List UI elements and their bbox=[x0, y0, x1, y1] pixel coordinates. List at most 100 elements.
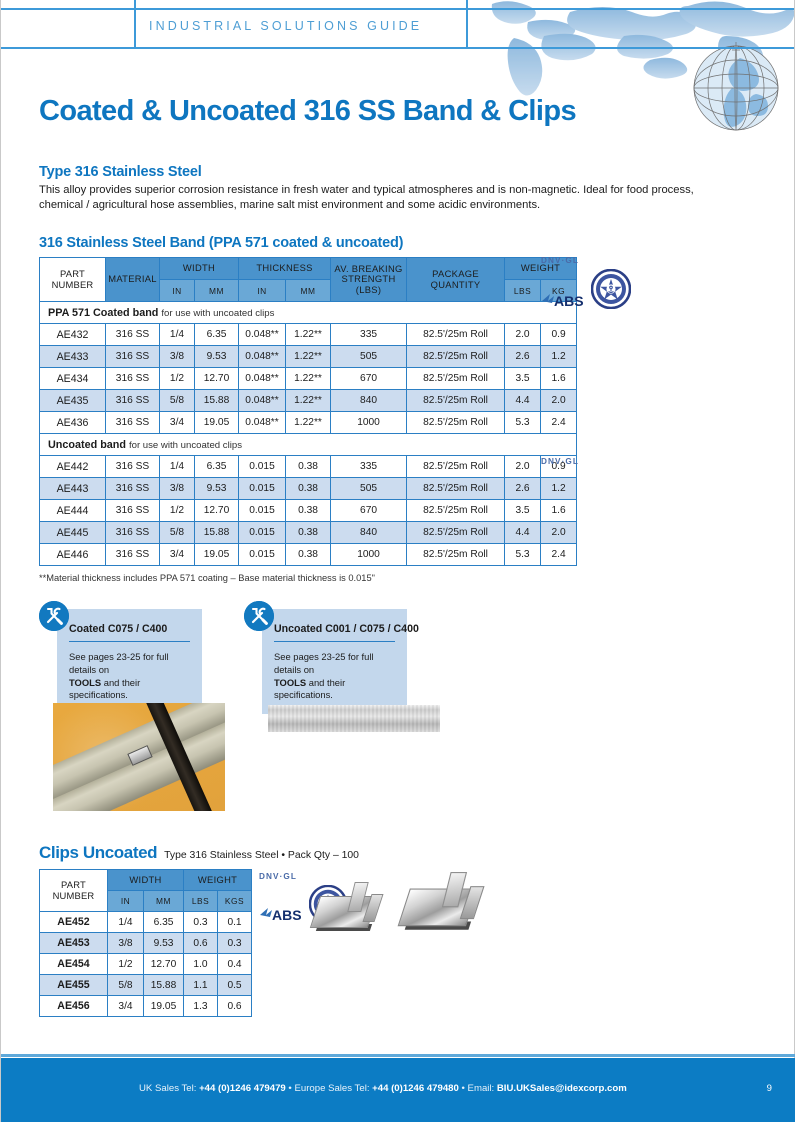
table-row: AE442 316 SS 1/4 6.35 0.015 0.38 335 82.5'/25m … bbox=[39, 455, 578, 479]
cell-width-in: 5/8 bbox=[159, 389, 195, 413]
cell-width-in: 3/8 bbox=[159, 477, 195, 501]
table-row: AE456 3/4 19.05 1.3 0.6 bbox=[39, 995, 253, 1017]
cell-material: 316 SS bbox=[105, 411, 160, 435]
cell-part: AE436 bbox=[39, 411, 106, 435]
cell-material: 316 SS bbox=[105, 477, 160, 501]
table-row: AE443 316 SS 3/8 9.53 0.015 0.38 505 82.5'/25m … bbox=[39, 477, 578, 501]
footer-uk-number[interactable]: +44 (0)1246 479479 bbox=[199, 1083, 286, 1094]
clips-cell-lbs: 0.3 bbox=[183, 911, 219, 933]
clips-cell-lbs: 1.3 bbox=[183, 995, 219, 1017]
cell-width-mm: 19.05 bbox=[193, 411, 240, 435]
cell-breaking: 670 bbox=[330, 499, 408, 523]
cell-thick-mm: 0.38 bbox=[285, 521, 332, 545]
footer-email[interactable]: BIU.UKSales@idexcorp.com bbox=[496, 1083, 627, 1094]
certification-group-uncoated: DNV·GL bbox=[541, 457, 579, 466]
cell-part: AE433 bbox=[39, 345, 106, 369]
clips-col-mm: MM bbox=[142, 890, 185, 912]
col-package-quantity: PACKAGE QUANTITY bbox=[406, 257, 506, 303]
table-row: AE433 316 SS 3/8 9.53 0.048** 1.22** 505 82.5'/… bbox=[39, 345, 578, 369]
cell-kg: 2.0 bbox=[540, 521, 578, 545]
table-row: AE455 5/8 15.88 1.1 0.5 bbox=[39, 974, 253, 996]
cell-part: AE446 bbox=[39, 543, 106, 567]
col-av-breaking-strength: AV. BREAKING STRENGTH (LBS) bbox=[330, 257, 408, 303]
group-label-rest: for use with uncoated clips bbox=[128, 439, 242, 451]
clips-specification-table: PART NUMBER WIDTH WEIGHT IN MM LBS KGS A… bbox=[39, 869, 253, 1017]
tools-icon-2 bbox=[244, 601, 274, 632]
globe-icon bbox=[693, 42, 779, 131]
cell-kg: 2.4 bbox=[540, 543, 578, 567]
certification-seal-icon bbox=[591, 268, 632, 310]
cell-part: AE445 bbox=[39, 521, 106, 545]
clips-col-part-number: PART NUMBER bbox=[39, 869, 108, 912]
col-weight-lbs: LBS bbox=[504, 279, 542, 303]
uncoated-band-photo bbox=[268, 705, 440, 732]
cell-thick-in: 0.015 bbox=[238, 543, 287, 567]
col-part-number: PART NUMBER bbox=[39, 257, 106, 303]
footer-eu-number[interactable]: +44 (0)1246 479480 bbox=[372, 1083, 459, 1094]
clips-cell-width-in: 5/8 bbox=[107, 974, 144, 996]
cell-breaking: 1000 bbox=[330, 543, 408, 567]
cell-width-mm: 6.35 bbox=[193, 455, 240, 479]
col-thickness-in: IN bbox=[238, 279, 287, 303]
cell-material: 316 SS bbox=[105, 499, 160, 523]
group-label-bold: PPA 571 Coated band bbox=[48, 306, 159, 319]
callout-uncoated: Uncoated C001 / C075 / C400 See pages 23… bbox=[244, 601, 419, 714]
clips-cell-width-in: 3/8 bbox=[107, 932, 144, 954]
guide-title: INDUSTRIAL SOLUTIONS GUIDE bbox=[149, 19, 423, 33]
cell-package: 82.5'/25m Roll bbox=[406, 543, 506, 567]
table-row: AE436 316 SS 3/4 19.05 0.048** 1.22** 1000 82.5… bbox=[39, 411, 578, 435]
header-rule-bottom bbox=[1, 47, 794, 49]
cell-kg: 1.6 bbox=[540, 367, 578, 391]
cell-width-mm: 9.53 bbox=[193, 477, 240, 501]
clips-cell-kgs: 0.6 bbox=[217, 995, 253, 1017]
clips-col-in: IN bbox=[107, 890, 144, 912]
cell-thick-mm: 1.22** bbox=[285, 389, 332, 413]
cell-thick-in: 0.048** bbox=[238, 411, 287, 435]
page-number: 9 bbox=[766, 1083, 772, 1094]
cell-thick-mm: 0.38 bbox=[285, 477, 332, 501]
page-title: Coated & Uncoated 316 SS Band & Clips bbox=[39, 95, 577, 127]
clips-cell-width-mm: 12.70 bbox=[142, 953, 185, 975]
cell-part: AE434 bbox=[39, 367, 106, 391]
cell-package: 82.5'/25m Roll bbox=[406, 345, 506, 369]
cell-lbs: 5.3 bbox=[504, 543, 542, 567]
coated-band-photo bbox=[53, 703, 225, 811]
cell-width-in: 1/4 bbox=[159, 455, 195, 479]
cell-thick-in: 0.015 bbox=[238, 477, 287, 501]
tools-icon bbox=[39, 601, 69, 632]
table-group-header: PPA 571 Coated band for use with uncoate… bbox=[38, 301, 578, 325]
col-thickness: THICKNESS bbox=[238, 257, 332, 281]
cell-thick-mm: 1.22** bbox=[285, 411, 332, 435]
cell-thick-mm: 1.22** bbox=[285, 367, 332, 391]
clips-subtitle: Type 316 Stainless Steel • Pack Qty – 10… bbox=[164, 850, 359, 861]
cell-kg: 1.6 bbox=[540, 499, 578, 523]
footer-sep-2: • bbox=[458, 1083, 468, 1094]
cell-kg: 0.9 bbox=[540, 323, 578, 347]
cell-width-mm: 9.53 bbox=[193, 345, 240, 369]
table-row: AE454 1/2 12.70 1.0 0.4 bbox=[39, 953, 253, 975]
cell-thick-mm: 0.38 bbox=[285, 499, 332, 523]
callout-coated-text: See pages 23-25 for full details on TOOL… bbox=[69, 651, 190, 702]
table-row: AE435 316 SS 5/8 15.88 0.048** 1.22** 840 82.5'… bbox=[39, 389, 578, 413]
cell-width-in: 1/2 bbox=[159, 367, 195, 391]
cell-lbs: 4.4 bbox=[504, 389, 542, 413]
col-width: WIDTH bbox=[158, 257, 240, 281]
cell-package: 82.5'/25m Roll bbox=[406, 477, 506, 501]
cell-width-mm: 15.88 bbox=[193, 389, 240, 413]
callout-coated-title: Coated C075 / C400 bbox=[69, 623, 190, 643]
cell-part: AE444 bbox=[39, 499, 106, 523]
group-label: Uncoated band for use with uncoated clip… bbox=[38, 433, 578, 457]
cell-kg: 2.0 bbox=[540, 389, 578, 413]
cell-breaking: 505 bbox=[330, 477, 408, 501]
callout-coated-box: Coated C075 / C400 See pages 23-25 for f… bbox=[57, 609, 202, 714]
page-footer: UK Sales Tel: +44 (0)1246 479479 • Europ… bbox=[1, 1058, 795, 1122]
callout-uncoated-box: Uncoated C001 / C075 / C400 See pages 23… bbox=[262, 609, 419, 714]
cell-package: 82.5'/25m Roll bbox=[406, 389, 506, 413]
svg-text:ABS: ABS bbox=[272, 907, 302, 923]
clips-cell-width-mm: 9.53 bbox=[142, 932, 185, 954]
clips-cell-part: AE455 bbox=[39, 974, 108, 996]
col-thickness-mm: MM bbox=[285, 279, 332, 303]
cell-thick-mm: 1.22** bbox=[285, 345, 332, 369]
cell-kg: 2.4 bbox=[540, 411, 578, 435]
cell-breaking: 840 bbox=[330, 389, 408, 413]
